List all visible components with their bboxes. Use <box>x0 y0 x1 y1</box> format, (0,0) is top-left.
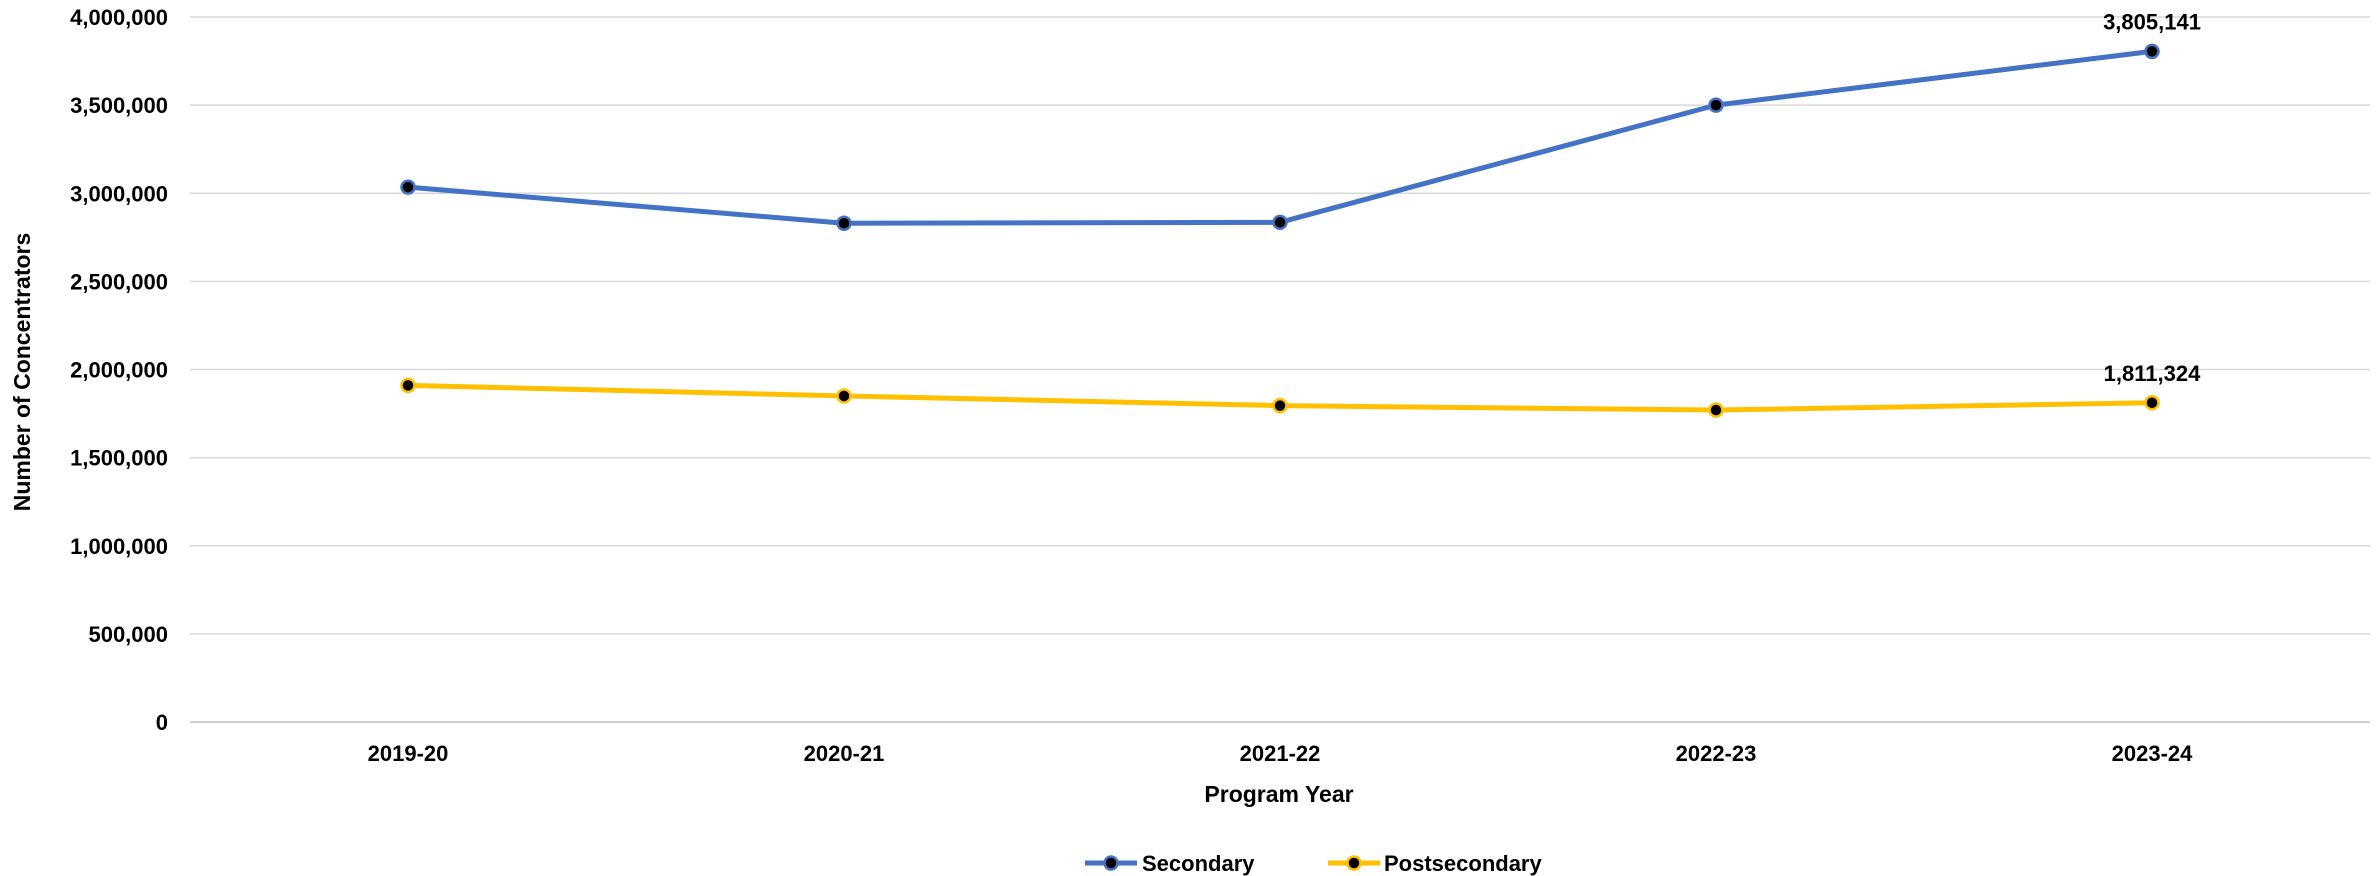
data-label: 3,805,141 <box>2103 9 2201 34</box>
series-lines <box>400 43 2160 418</box>
legend-swatch-marker <box>1346 855 1362 871</box>
data-point-secondary <box>836 215 852 231</box>
data-point-postsecondary <box>1272 397 1288 414</box>
data-label: 1,811,324 <box>2104 361 2201 386</box>
data-point-secondary <box>2144 43 2160 60</box>
data-labels: 3,805,141 1,811,324 <box>2103 9 2201 385</box>
legend-item-secondary: Secondary <box>1085 851 1255 876</box>
x-axis-title: Program Year <box>1204 781 1353 807</box>
gridlines <box>190 16 2370 723</box>
data-point-secondary <box>1272 214 1288 231</box>
y-tick-label: 3,000,000 <box>70 181 168 206</box>
y-tick-label: 1,000,000 <box>70 534 168 559</box>
legend: Secondary Postsecondary <box>1085 851 1542 876</box>
y-tick-label: 4,000,000 <box>70 5 168 30</box>
x-tick-label: 2021-22 <box>1240 741 1321 766</box>
data-point-postsecondary <box>836 388 852 404</box>
data-point-postsecondary <box>400 377 416 394</box>
legend-label: Postsecondary <box>1384 851 1542 876</box>
data-point-secondary <box>1708 97 1724 113</box>
y-axis-title: Number of Concentrators <box>9 233 35 512</box>
y-tick-label: 0 <box>156 710 168 735</box>
y-axis-tick-labels: 0 500,000 1,000,000 1,500,000 2,000,000 2,500… <box>70 5 168 735</box>
y-tick-label: 3,500,000 <box>70 93 168 118</box>
x-axis-tick-labels: 2019-20 2020-21 2021-22 2022-23 2023-24 <box>368 741 2194 766</box>
y-tick-label: 500,000 <box>88 622 168 647</box>
data-point-postsecondary <box>1708 402 1724 418</box>
x-tick-label: 2022-23 <box>1676 741 1757 766</box>
y-tick-label: 1,500,000 <box>70 446 168 471</box>
data-point-postsecondary <box>2144 395 2160 411</box>
legend-swatch-marker <box>1103 855 1119 871</box>
legend-label: Secondary <box>1142 851 1255 876</box>
legend-item-postsecondary: Postsecondary <box>1328 851 1542 876</box>
x-tick-label: 2019-20 <box>368 741 449 766</box>
x-tick-label: 2020-21 <box>804 741 885 766</box>
x-tick-label: 2023-24 <box>2112 741 2194 766</box>
series-line-secondary <box>405 48 2155 226</box>
y-tick-label: 2,000,000 <box>70 358 168 383</box>
data-point-secondary <box>400 179 416 195</box>
y-tick-label: 2,500,000 <box>70 269 168 294</box>
